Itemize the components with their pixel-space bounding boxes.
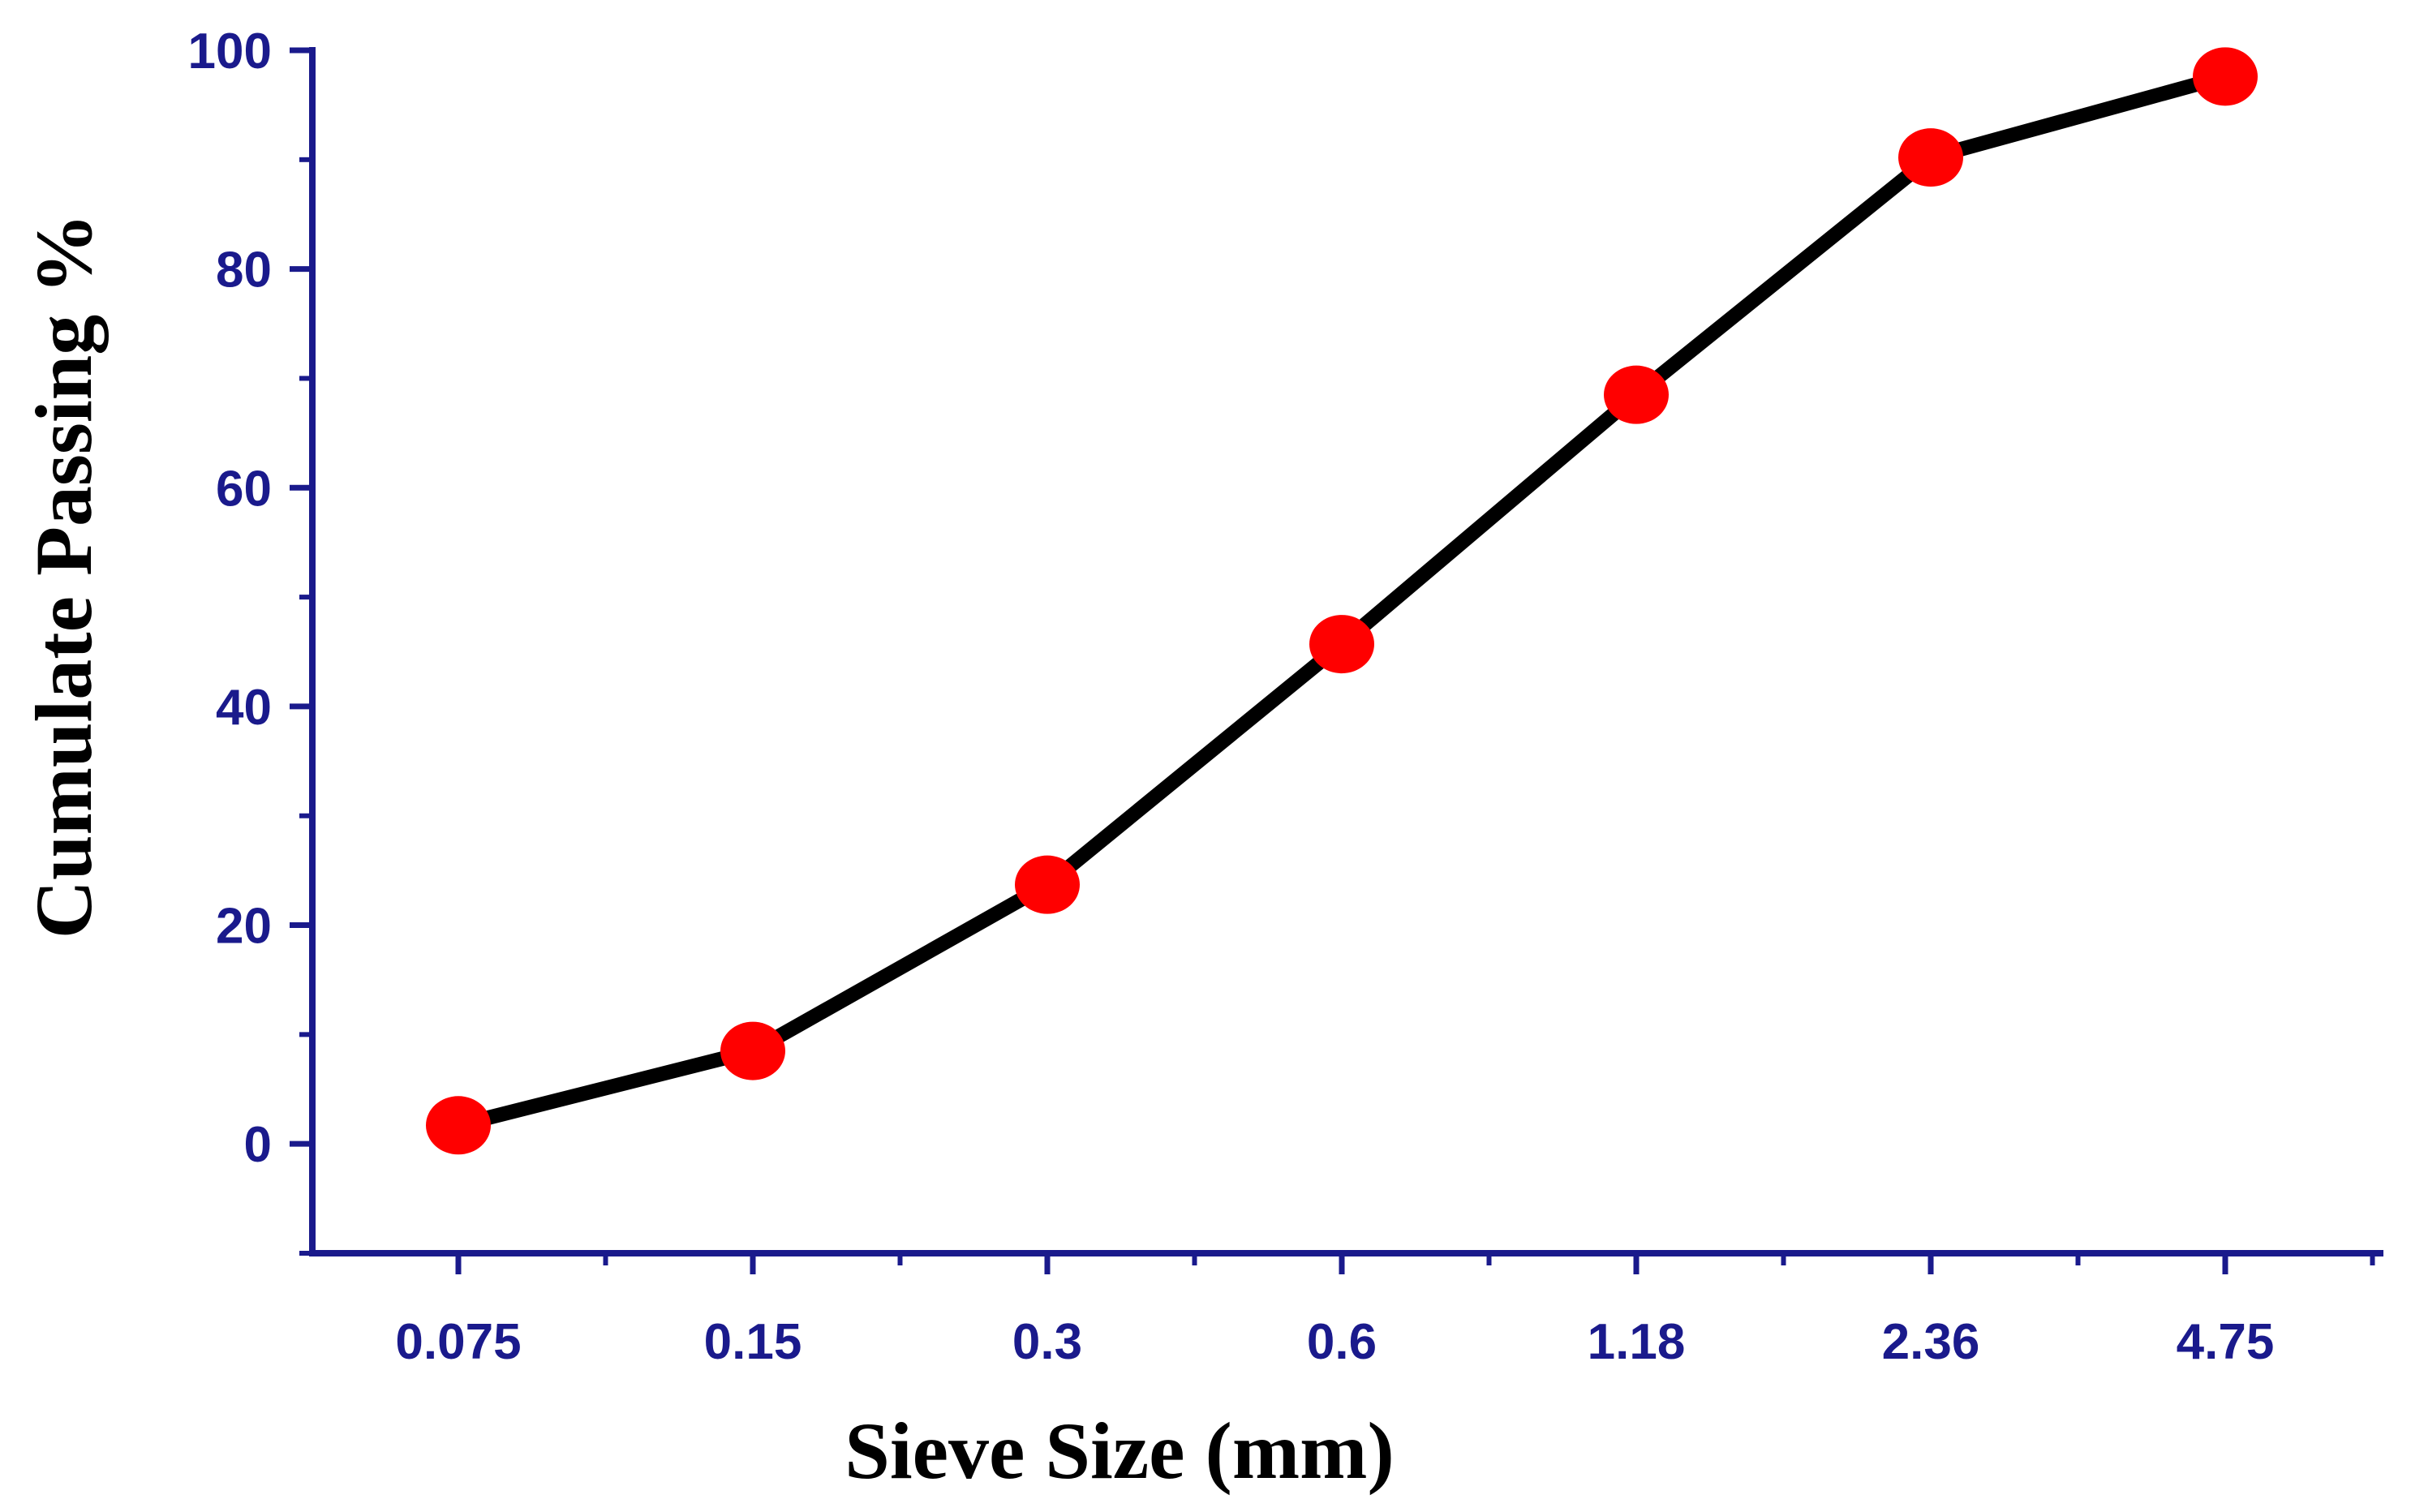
y-axis-title: Cumulate Passing %: [19, 213, 109, 939]
x-axis-title: Sieve Size (mm): [844, 1406, 1395, 1496]
data-point: [1604, 365, 1669, 424]
data-point: [2193, 47, 2258, 106]
x-tick-label: 1.18: [1588, 1314, 1686, 1370]
series-points-group: [426, 47, 2258, 1155]
y-tick-label: 20: [216, 899, 272, 955]
y-tick-label: 100: [188, 24, 272, 79]
series-line-group: [451, 69, 2233, 1133]
y-tick-label: 40: [216, 680, 272, 736]
data-point: [426, 1096, 491, 1155]
data-point: [1309, 615, 1374, 674]
data-point: [720, 1021, 785, 1080]
axes: [309, 47, 2383, 1256]
y-tick-label: 0: [244, 1117, 272, 1173]
x-tick-label: 0.6: [1307, 1314, 1377, 1370]
x-axis-ticks: 0.075 0.15 0.3 0.6 1.18 2.36 4.75: [395, 1253, 2375, 1370]
x-tick-label: 2.36: [1882, 1314, 1980, 1370]
y-tick-label: 60: [216, 461, 272, 517]
data-point: [1015, 855, 1080, 914]
y-tick-label: 80: [216, 243, 272, 299]
x-tick-label: 0.15: [704, 1314, 802, 1370]
data-point: [1898, 128, 1963, 187]
x-tick-label: 0.3: [1012, 1314, 1082, 1370]
y-axis-ticks: 0 20 40 60 80 100: [188, 24, 312, 1256]
x-tick-label: 0.075: [395, 1314, 521, 1370]
series-line: [451, 69, 2233, 1133]
x-tick-label: 4.75: [2177, 1314, 2275, 1370]
